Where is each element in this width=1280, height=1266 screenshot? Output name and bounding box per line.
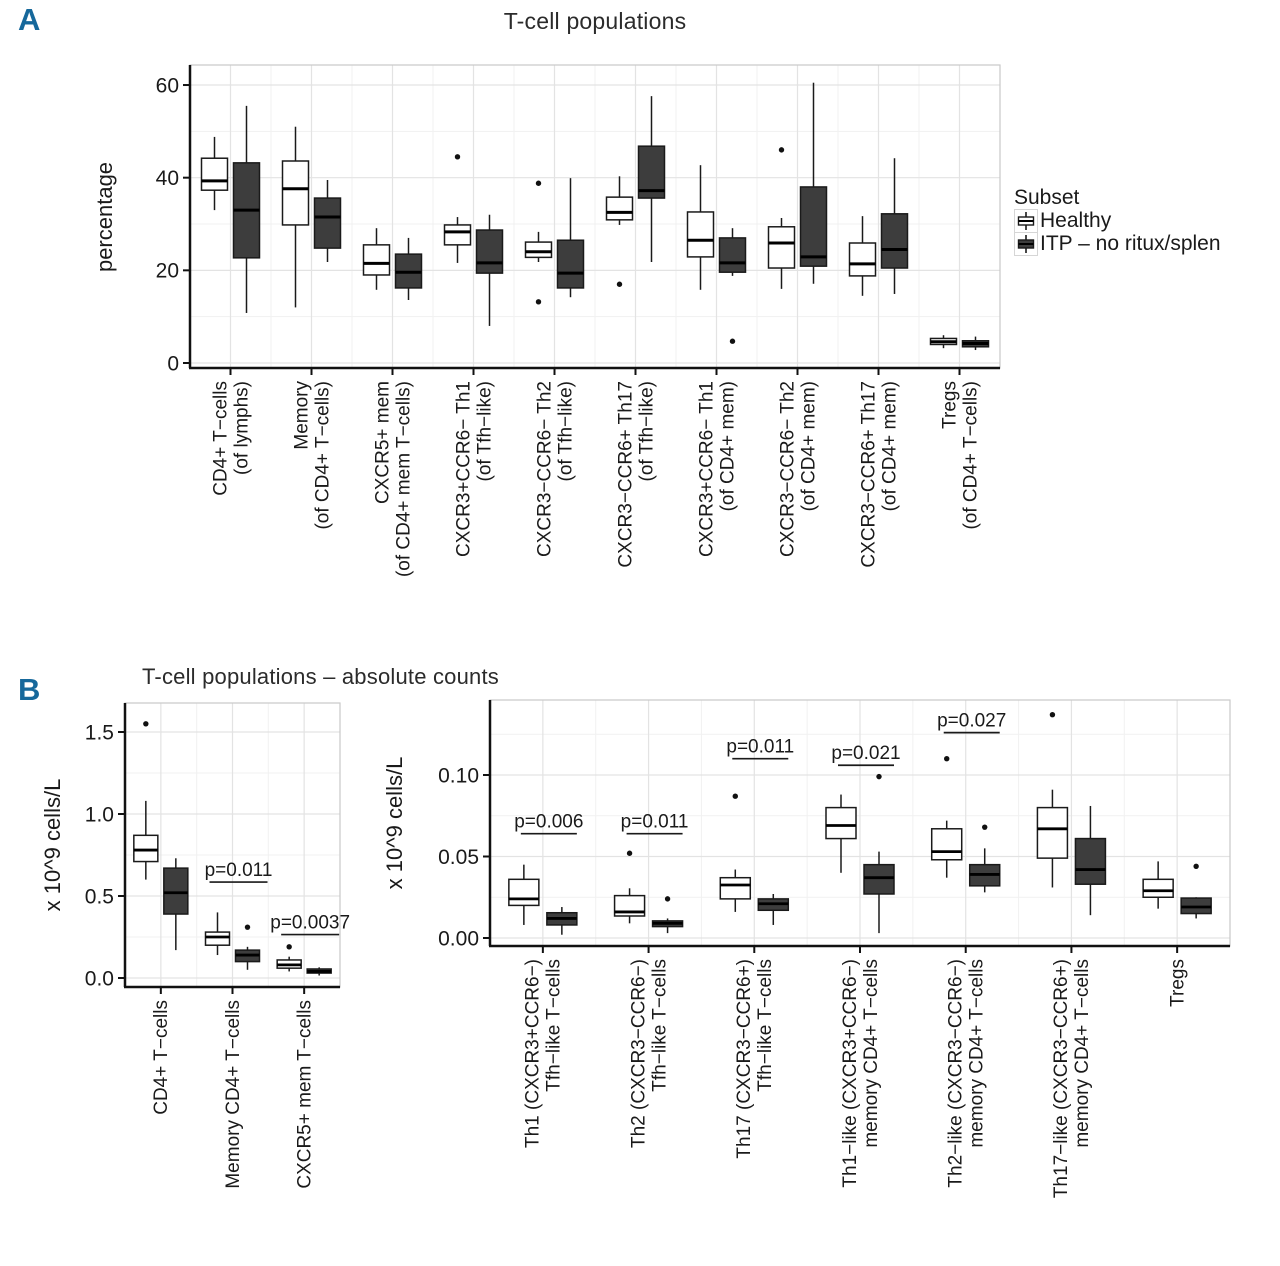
svg-text:0: 0 — [167, 352, 179, 375]
svg-text:0.5: 0.5 — [85, 885, 114, 908]
boxplot-key-icon — [1014, 231, 1038, 256]
svg-text:CXCR3−CCR6− Th2: CXCR3−CCR6− Th2 — [777, 381, 798, 557]
svg-text:p=0.0037: p=0.0037 — [270, 913, 350, 934]
svg-text:20: 20 — [156, 260, 179, 283]
legend-item: ITP – no ritux/splen — [1014, 231, 1221, 256]
svg-text:p=0.011: p=0.011 — [205, 860, 273, 881]
svg-text:Th17−like (CXCR3−CCR6+): Th17−like (CXCR3−CCR6+) — [1051, 959, 1072, 1198]
legend: Subset Healthy ITP – no ritux/splen — [1014, 186, 1221, 256]
svg-text:p=0.011: p=0.011 — [726, 737, 794, 758]
panel-a-title: T-cell populations — [503, 8, 687, 34]
svg-text:(of CD4+ T−cells): (of CD4+ T−cells) — [312, 381, 333, 530]
svg-text:memory CD4+ T−cells: memory CD4+ T−cells — [966, 959, 987, 1148]
svg-text:Tfh−like T−cells: Tfh−like T−cells — [649, 959, 670, 1092]
svg-text:x 10^9 cells/L: x 10^9 cells/L — [382, 757, 407, 890]
svg-text:p=0.011: p=0.011 — [621, 812, 689, 833]
svg-text:CXCR3−CCR6− Th2: CXCR3−CCR6− Th2 — [534, 381, 555, 557]
panel-b-label: B — [18, 672, 41, 707]
svg-text:(of CD4+ mem): (of CD4+ mem) — [798, 381, 819, 511]
svg-text:0.0: 0.0 — [85, 967, 114, 990]
svg-text:p=0.021: p=0.021 — [831, 743, 900, 764]
panel-b-left-boxplot-chart: p=0.011 p=0.0037 0.0 0.5 1.0 1.5 CD4+ T−cells M… — [40, 702, 350, 1189]
svg-text:1.0: 1.0 — [85, 803, 114, 826]
svg-text:percentage: percentage — [92, 162, 117, 272]
svg-text:Tregs: Tregs — [939, 381, 960, 429]
svg-text:memory CD4+ T−cells: memory CD4+ T−cells — [861, 959, 882, 1148]
svg-text:(of CD4+ mem): (of CD4+ mem) — [717, 381, 738, 511]
svg-text:1.5: 1.5 — [85, 721, 114, 744]
svg-text:Th1 (CXCR3+CCR6−): Th1 (CXCR3+CCR6−) — [523, 959, 544, 1148]
svg-text:0.00: 0.00 — [438, 927, 479, 950]
svg-text:(of Tfh−like): (of Tfh−like) — [555, 381, 576, 482]
legend-items: Healthy ITP – no ritux/splen — [1014, 208, 1221, 256]
svg-text:0.10: 0.10 — [438, 764, 479, 787]
svg-text:CD4+ T−cells: CD4+ T−cells — [151, 1000, 172, 1115]
svg-text:CXCR3−CCR6+ Th17: CXCR3−CCR6+ Th17 — [858, 381, 879, 568]
svg-text:Th1−like (CXCR3+CCR6−): Th1−like (CXCR3+CCR6−) — [840, 959, 861, 1188]
svg-text:x 10^9 cells/L: x 10^9 cells/L — [40, 779, 65, 912]
svg-text:CXCR5+ mem: CXCR5+ mem — [372, 381, 393, 504]
svg-text:60: 60 — [156, 74, 179, 97]
svg-text:Th2 (CXCR3−CCR6−): Th2 (CXCR3−CCR6−) — [628, 959, 649, 1148]
boxplot-key-icon — [1014, 208, 1038, 233]
panel-a-label: A — [18, 2, 41, 37]
svg-text:Tfh−like T−cells: Tfh−like T−cells — [544, 959, 565, 1092]
svg-text:Tfh−like T−cells: Tfh−like T−cells — [755, 959, 776, 1092]
legend-item-label: Healthy — [1040, 209, 1112, 232]
svg-text:Th2−like (CXCR3−CCR6−): Th2−like (CXCR3−CCR6−) — [945, 959, 966, 1188]
panel-b-right-boxplot-chart: p=0.006 p=0.011 p=0.011 p=0.021 p=0.027 0.00 0… — [382, 699, 1231, 1198]
svg-text:p=0.006: p=0.006 — [514, 812, 583, 833]
svg-text:Memory CD4+ T−cells: Memory CD4+ T−cells — [223, 1000, 244, 1189]
svg-text:memory CD4+ T−cells: memory CD4+ T−cells — [1072, 959, 1093, 1148]
svg-text:40: 40 — [156, 167, 179, 190]
svg-text:CXCR5+ mem T−cells: CXCR5+ mem T−cells — [294, 1000, 315, 1189]
svg-text:CXCR3+CCR6− Th1: CXCR3+CCR6− Th1 — [696, 381, 717, 557]
svg-text:(of Tfh−like): (of Tfh−like) — [636, 381, 657, 482]
svg-text:p=0.027: p=0.027 — [937, 711, 1006, 732]
legend-item-label: ITP – no ritux/splen — [1040, 232, 1221, 255]
svg-text:(of Tfh−like): (of Tfh−like) — [474, 381, 495, 482]
svg-text:(of CD4+ mem): (of CD4+ mem) — [879, 381, 900, 511]
svg-text:CXCR3+CCR6− Th1: CXCR3+CCR6− Th1 — [453, 381, 474, 557]
svg-text:Tregs: Tregs — [1167, 959, 1188, 1007]
svg-text:CD4+ T−cells: CD4+ T−cells — [210, 381, 231, 496]
panel-b-title: T-cell populations – absolute counts — [142, 664, 499, 689]
svg-text:Th17 (CXCR3−CCR6+): Th17 (CXCR3−CCR6+) — [734, 959, 755, 1159]
svg-text:Memory: Memory — [291, 381, 312, 450]
svg-text:(of CD4+ mem T−cells): (of CD4+ mem T−cells) — [393, 381, 414, 577]
svg-text:0.05: 0.05 — [438, 846, 479, 869]
legend-item: Healthy — [1014, 208, 1221, 233]
svg-text:CXCR3−CCR6+ Th17: CXCR3−CCR6+ Th17 — [615, 381, 636, 568]
svg-text:(of lymphs): (of lymphs) — [231, 381, 252, 475]
legend-title: Subset — [1014, 186, 1080, 209]
svg-text:(of CD4+ T−cells): (of CD4+ T−cells) — [960, 381, 981, 530]
